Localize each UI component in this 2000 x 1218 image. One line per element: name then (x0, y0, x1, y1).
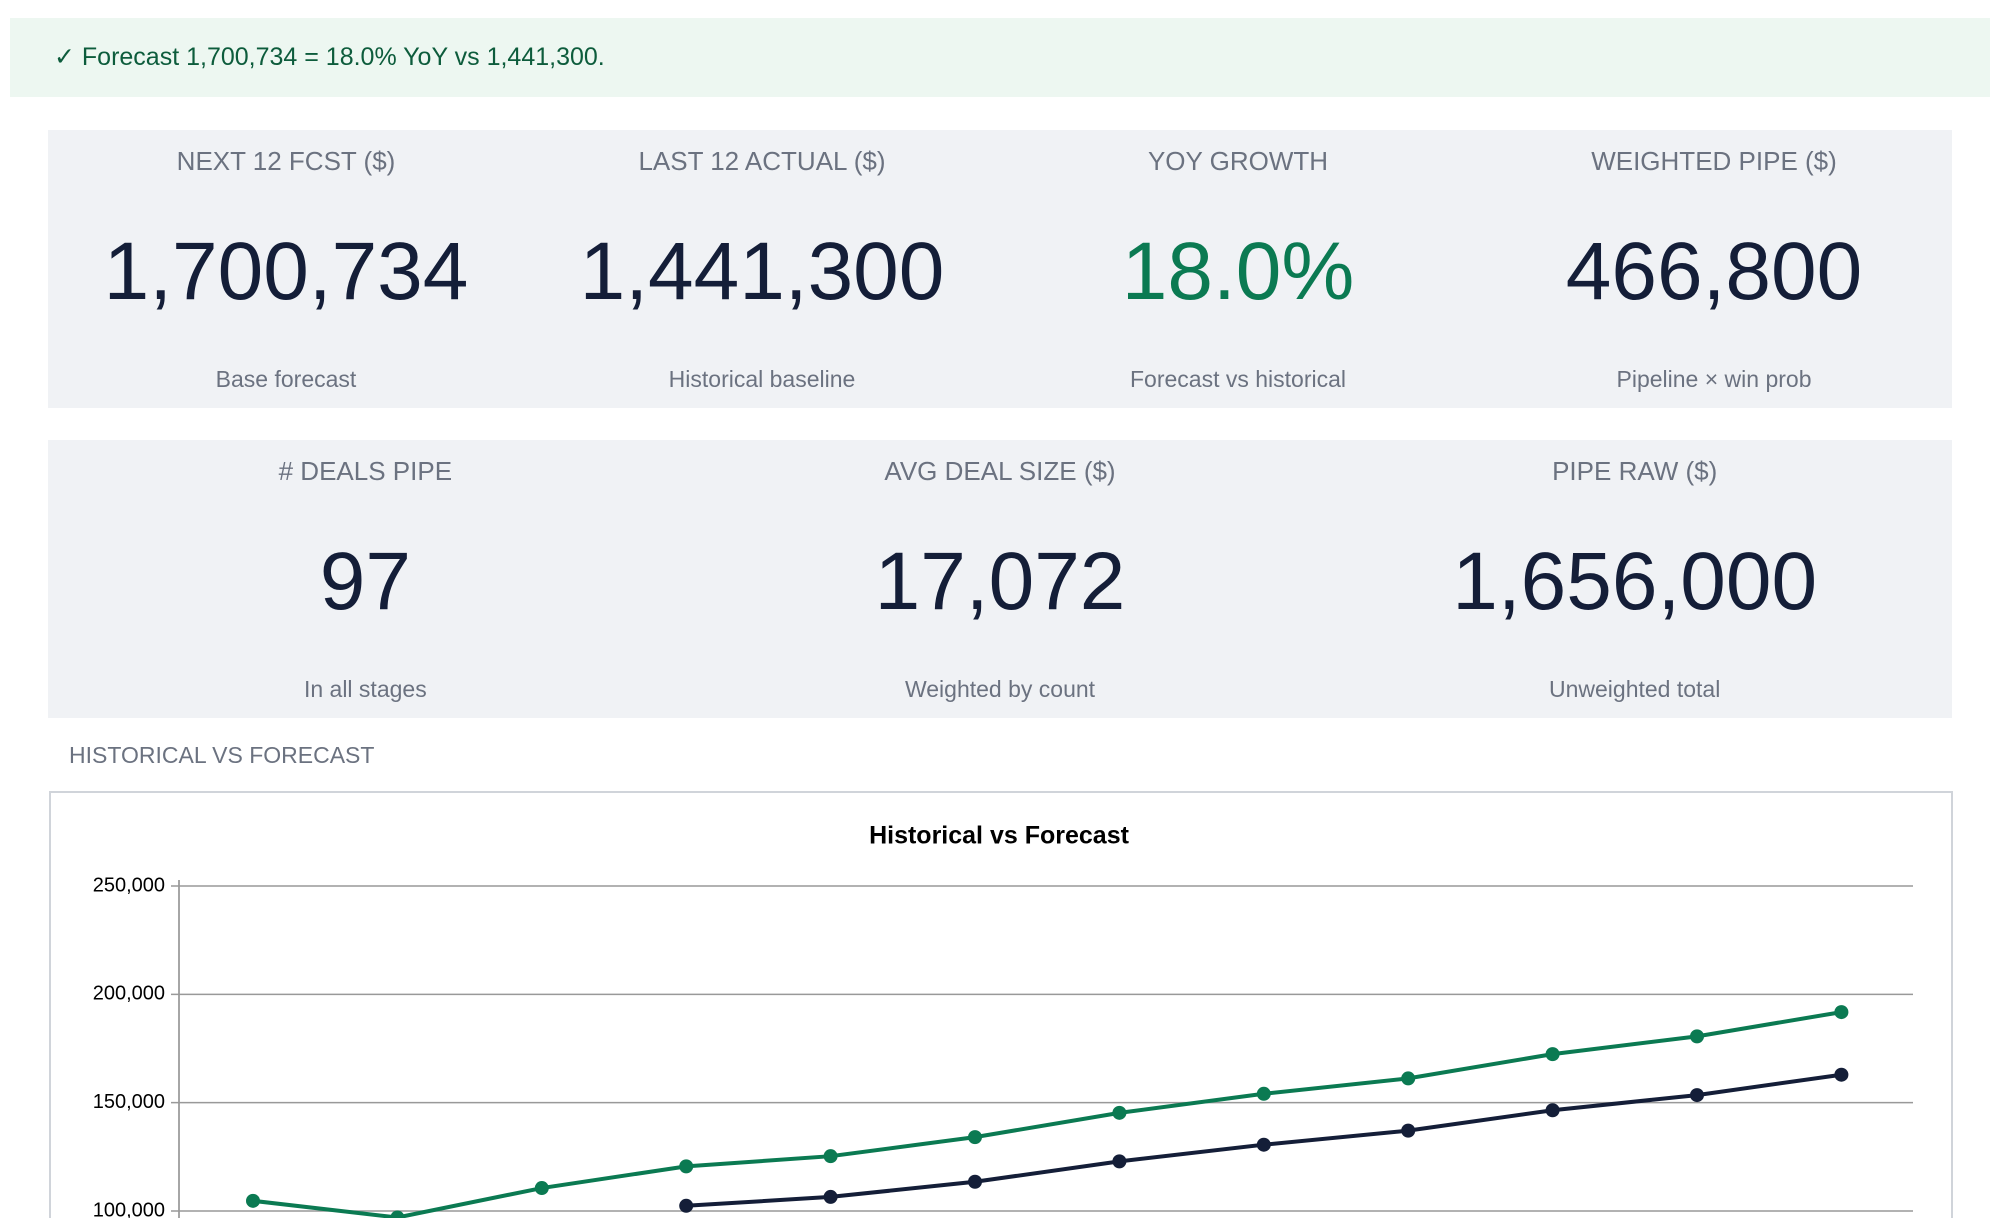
kpi-row: NEXT 12 FCST ($) 1,700,734 Base forecast LA… (48, 130, 1952, 408)
y-tick-label: 200,000 (93, 983, 165, 1005)
chart-title: Historical vs Forecast (869, 822, 1130, 850)
data-point (1690, 1029, 1704, 1044)
data-point (1256, 1137, 1271, 1152)
kpi-label: LAST 12 ACTUAL ($) (638, 146, 886, 176)
status-banner: ✓ Forecast 1,700,734 = 18.0% YoY vs 1,44… (10, 18, 1990, 97)
kpi-card: PIPE RAW ($) 1,656,000 Unweighted total (1317, 440, 1952, 718)
kpi-row: # DEALS PIPE 97 In all stages AVG DEAL SIZE… (48, 440, 1952, 718)
kpi-value: 466,800 (1565, 226, 1863, 317)
data-point (1834, 1005, 1849, 1020)
data-point (968, 1174, 982, 1189)
data-point (1690, 1088, 1704, 1103)
data-point (679, 1159, 694, 1174)
data-point (1545, 1047, 1560, 1062)
data-point (1834, 1067, 1849, 1082)
series-line (252, 1010, 1842, 1218)
y-tick-label: 250,000 (93, 874, 165, 896)
kpi-card: LAST 12 ACTUAL ($) 1,441,300 Historical ba… (524, 130, 1000, 408)
kpi-note: Forecast vs historical (1129, 366, 1346, 392)
kpi-label: NEXT 12 FCST ($) (176, 146, 396, 176)
kpi-card: WEIGHTED PIPE ($) 466,800 Pipeline × win p… (1476, 130, 1952, 408)
kpi-card: AVG DEAL SIZE ($) 17,072 Weighted by count (683, 440, 1318, 718)
kpi-note: Weighted by count (904, 676, 1096, 702)
kpi-label: YOY GROWTH (1147, 146, 1329, 176)
data-point (390, 1210, 405, 1218)
data-point (968, 1130, 982, 1145)
section-title: HISTORICAL VS FORECAST (69, 742, 375, 768)
kpi-value: 18.0% (1121, 226, 1355, 317)
kpi-value: 17,072 (874, 536, 1126, 627)
data-point (679, 1198, 694, 1213)
kpi-label: PIPE RAW ($) (1552, 456, 1718, 486)
kpi-note: Unweighted total (1549, 676, 1721, 702)
y-tick-label: 150,000 (93, 1091, 165, 1113)
data-point (1112, 1154, 1127, 1169)
kpi-label: AVG DEAL SIZE ($) (884, 456, 1116, 486)
kpi-note: Pipeline × win prob (1616, 366, 1812, 392)
kpi-label: # DEALS PIPE (278, 456, 453, 486)
data-point (1256, 1086, 1271, 1101)
kpi-card: NEXT 12 FCST ($) 1,700,734 Base forecast (48, 130, 524, 408)
kpi-note: Base forecast (215, 366, 357, 392)
kpi-note: In all stages (303, 676, 427, 702)
data-point (823, 1149, 838, 1164)
kpi-value: 1,700,734 (103, 226, 469, 317)
data-point (1112, 1105, 1127, 1120)
data-point (534, 1181, 549, 1196)
kpi-note: Historical baseline (668, 366, 856, 392)
kpi-label: WEIGHTED PIPE ($) (1591, 146, 1837, 176)
data-point (1545, 1103, 1560, 1118)
y-tick-label: 100,000 (93, 1199, 165, 1218)
data-point (1401, 1123, 1416, 1138)
kpi-value: 1,656,000 (1452, 536, 1818, 627)
data-point (246, 1193, 260, 1208)
kpi-value: 97 (319, 536, 411, 627)
kpi-card: YOY GROWTH 18.0% Forecast vs historical (1000, 130, 1476, 408)
data-point (823, 1189, 838, 1204)
chart-frame (49, 791, 1953, 1218)
kpi-card: # DEALS PIPE 97 In all stages (48, 440, 683, 718)
data-point (1401, 1071, 1416, 1086)
kpi-value: 1,441,300 (579, 226, 945, 317)
